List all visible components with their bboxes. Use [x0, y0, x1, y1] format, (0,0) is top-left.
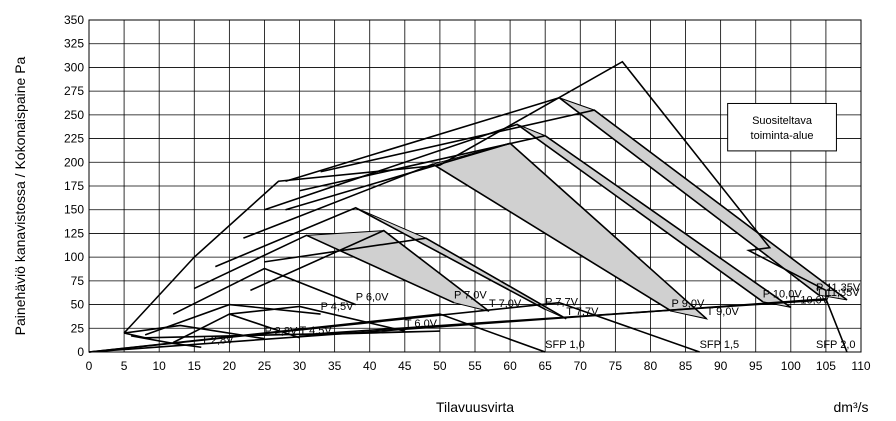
x-tick-label: 10	[153, 359, 167, 373]
x-tick-label: 110	[851, 359, 870, 373]
x-tick-label: 75	[609, 359, 623, 373]
x-tick-label: 50	[433, 359, 447, 373]
series-label: P 10,0V	[763, 289, 803, 301]
series-line	[193, 234, 455, 304]
series-line	[215, 206, 546, 311]
x-tick-label: 45	[398, 359, 412, 373]
series-line	[123, 324, 265, 340]
x-tick-label: 70	[574, 359, 588, 373]
series-label: P 6,0V	[356, 292, 389, 304]
series-line	[299, 134, 792, 309]
series-label: SFP 1,0	[545, 339, 585, 351]
y-tick-label: 25	[71, 321, 85, 335]
y-tick-label: 225	[64, 132, 84, 146]
series-line	[320, 109, 848, 301]
series-label: SFP 2,0	[816, 339, 856, 351]
plot-frame	[88, 19, 862, 353]
series-line	[144, 303, 321, 336]
x-tick-label: 20	[223, 359, 237, 373]
y-tick-label: 75	[71, 274, 85, 288]
series-label: T 11,35V	[816, 287, 860, 299]
x-tick-label: 55	[468, 359, 482, 373]
x-tick-label: 40	[363, 359, 377, 373]
series-line	[88, 298, 848, 353]
y-tick-label: 275	[64, 84, 84, 98]
operating-envelope	[123, 60, 827, 339]
y-tick-label: 300	[64, 60, 84, 74]
x-tick-label: 25	[258, 359, 272, 373]
y-tick-label: 100	[64, 250, 84, 264]
x-tick-label: 0	[86, 359, 93, 373]
series-line	[250, 229, 490, 312]
series-line	[285, 96, 820, 296]
y-tick-label: 150	[64, 203, 84, 217]
x-tick-label: 80	[644, 359, 658, 373]
recommended-area-box	[727, 102, 837, 152]
x-tick-label: 95	[749, 359, 763, 373]
series-label: P 4,5V	[321, 301, 354, 313]
x-tick-label: 60	[503, 359, 517, 373]
series-line	[88, 301, 700, 353]
recommended-area-label-1: Suositeltava	[752, 115, 813, 127]
series-label: P 9,0V	[672, 298, 705, 310]
series-line	[172, 267, 356, 315]
recommended-area-label-2: toiminta-alue	[751, 130, 814, 142]
x-axis-title: Tilavuusvirta	[436, 399, 514, 415]
y-tick-label: 200	[64, 155, 84, 169]
y-tick-label: 50	[71, 298, 85, 312]
series-label: SFP 1,5	[700, 339, 740, 351]
y-tick-label: 250	[64, 108, 84, 122]
x-tick-label: 105	[816, 359, 836, 373]
y-tick-label: 0	[77, 345, 84, 359]
x-tick-label: 30	[293, 359, 307, 373]
x-tick-label: 35	[328, 359, 342, 373]
x-tick-label: 5	[121, 359, 128, 373]
x-tick-label: 90	[714, 359, 728, 373]
series-line	[243, 163, 672, 312]
series-line	[264, 237, 567, 320]
series-label: T 9,0V	[707, 306, 740, 318]
y-tick-label: 125	[64, 226, 84, 240]
series-line	[264, 123, 764, 303]
x-tick-label: 15	[188, 359, 202, 373]
series-label: P 7,0V	[454, 290, 487, 302]
x-tick-label: 100	[781, 359, 801, 373]
y-tick-label: 325	[64, 37, 84, 51]
y-axis-title: Painehäviö kanavistossa / Kokonaispaine …	[12, 56, 28, 335]
y-tick-label: 350	[64, 13, 84, 27]
x-tick-label: 85	[679, 359, 693, 373]
y-tick-label: 175	[64, 179, 84, 193]
x-axis-unit: dm³/s	[834, 399, 869, 415]
series-label: P 7,7V	[545, 296, 578, 308]
x-tick-label: 65	[539, 359, 553, 373]
